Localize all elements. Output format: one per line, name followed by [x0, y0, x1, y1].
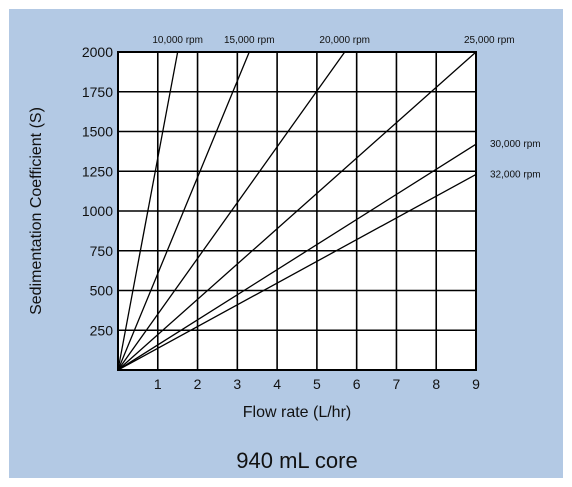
- y-tick-label: 1250: [82, 163, 113, 179]
- series-label: 25,000 rpm: [464, 35, 515, 46]
- tick-labels: 1 2 3 4 5 6 7 8 9 250 500 750 1000 1250 1500 1750 2000: [82, 44, 480, 392]
- y-tick-label: 750: [90, 243, 114, 259]
- series-line: [117, 51, 346, 371]
- y-tick-label: 2000: [82, 44, 113, 60]
- series-line: [117, 51, 477, 371]
- series-line: [117, 143, 477, 371]
- x-tick-label: 2: [194, 376, 202, 392]
- y-tick-label: 1750: [82, 84, 113, 100]
- y-tick-label: 250: [90, 322, 114, 338]
- x-tick-label: 9: [472, 376, 480, 392]
- series-line: [117, 51, 179, 371]
- x-tick-label: 6: [353, 376, 361, 392]
- x-axis-label: Flow rate (L/hr): [243, 404, 351, 421]
- series-label: 10,000 rpm: [152, 35, 203, 46]
- x-tick-label: 4: [273, 376, 281, 392]
- x-tick-label: 8: [432, 376, 440, 392]
- y-tick-label: 1000: [82, 203, 113, 219]
- x-tick-label: 3: [233, 376, 241, 392]
- x-tick-label: 1: [154, 376, 162, 392]
- series-label: 20,000 rpm: [319, 35, 370, 46]
- chart-caption: 940 mL core: [236, 448, 357, 473]
- y-tick-label: 1500: [82, 124, 113, 140]
- series-labels: 10,000 rpm 15,000 rpm 20,000 rpm 25,000 rpm…: [152, 35, 540, 180]
- series-label: 30,000 rpm: [490, 139, 541, 150]
- y-tick-label: 500: [90, 283, 114, 299]
- series-label: 15,000 rpm: [224, 35, 275, 46]
- x-tick-label: 7: [393, 376, 401, 392]
- series-line: [117, 173, 477, 371]
- series-label: 32,000 rpm: [490, 169, 541, 180]
- y-axis-label: Sedimentation Coefficient (S): [28, 107, 45, 315]
- series-lines: [117, 51, 477, 371]
- x-tick-label: 5: [313, 376, 321, 392]
- series-line: [117, 51, 250, 371]
